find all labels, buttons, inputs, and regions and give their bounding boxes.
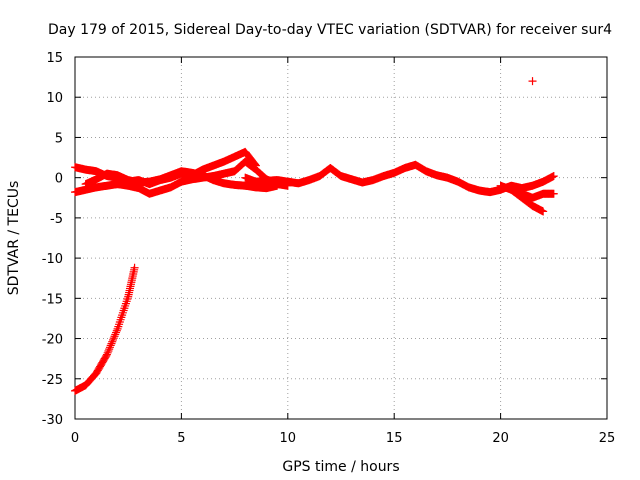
data-point <box>539 207 548 216</box>
data-point <box>103 348 112 357</box>
x-tick-label: 15 <box>386 431 403 446</box>
y-tick-labels: -30 -25 -20 -15 -10 -5 0 5 10 15 <box>42 51 63 428</box>
data-points <box>71 77 558 395</box>
data-point <box>105 343 114 352</box>
x-tick-label: 20 <box>492 431 509 446</box>
data-point <box>112 328 121 337</box>
plot-frame <box>74 56 608 420</box>
axis-ticks <box>74 56 608 420</box>
data-point <box>111 330 120 339</box>
y-tick-label: -25 <box>42 373 63 388</box>
data-point <box>549 189 558 198</box>
data-point <box>107 339 116 348</box>
x-tick-label: 10 <box>280 431 297 446</box>
series-track-b <box>71 157 292 198</box>
y-tick-label: 5 <box>55 131 63 146</box>
series-track-g <box>71 263 139 395</box>
y-tick-label: -10 <box>42 252 63 267</box>
y-tick-label: -30 <box>42 413 63 428</box>
y-tick-label: 15 <box>46 51 63 66</box>
x-tick-labels: 0 5 10 15 20 25 <box>71 431 615 446</box>
data-point <box>528 77 537 86</box>
series-track-e <box>496 181 558 202</box>
data-point <box>105 345 114 354</box>
x-tick-label: 0 <box>71 431 79 446</box>
data-point <box>130 263 139 272</box>
series-track-f <box>507 185 548 216</box>
series-track-c <box>81 167 282 193</box>
y-tick-label: -5 <box>50 212 63 227</box>
data-point <box>112 326 121 335</box>
y-tick-label: 10 <box>46 91 63 106</box>
series-outlier <box>528 77 537 86</box>
x-tick-label: 5 <box>177 431 185 446</box>
y-tick-label: -15 <box>42 292 63 307</box>
data-point <box>106 341 115 350</box>
data-point <box>108 337 117 346</box>
data-point <box>110 332 119 341</box>
y-axis-title: SDTVAR / TECUs <box>6 181 22 296</box>
x-tick-label: 25 <box>599 431 616 446</box>
data-point <box>109 335 117 344</box>
chart-title: Day 179 of 2015, Sidereal Day-to-day VTE… <box>48 22 612 38</box>
data-point <box>102 350 111 359</box>
data-point <box>549 172 558 181</box>
data-point <box>109 334 118 343</box>
y-tick-label: 0 <box>55 172 63 187</box>
grid-lines <box>75 57 607 419</box>
x-axis-title: GPS time / hours <box>282 459 399 475</box>
data-point <box>104 346 113 355</box>
y-tick-label: -20 <box>42 333 63 348</box>
